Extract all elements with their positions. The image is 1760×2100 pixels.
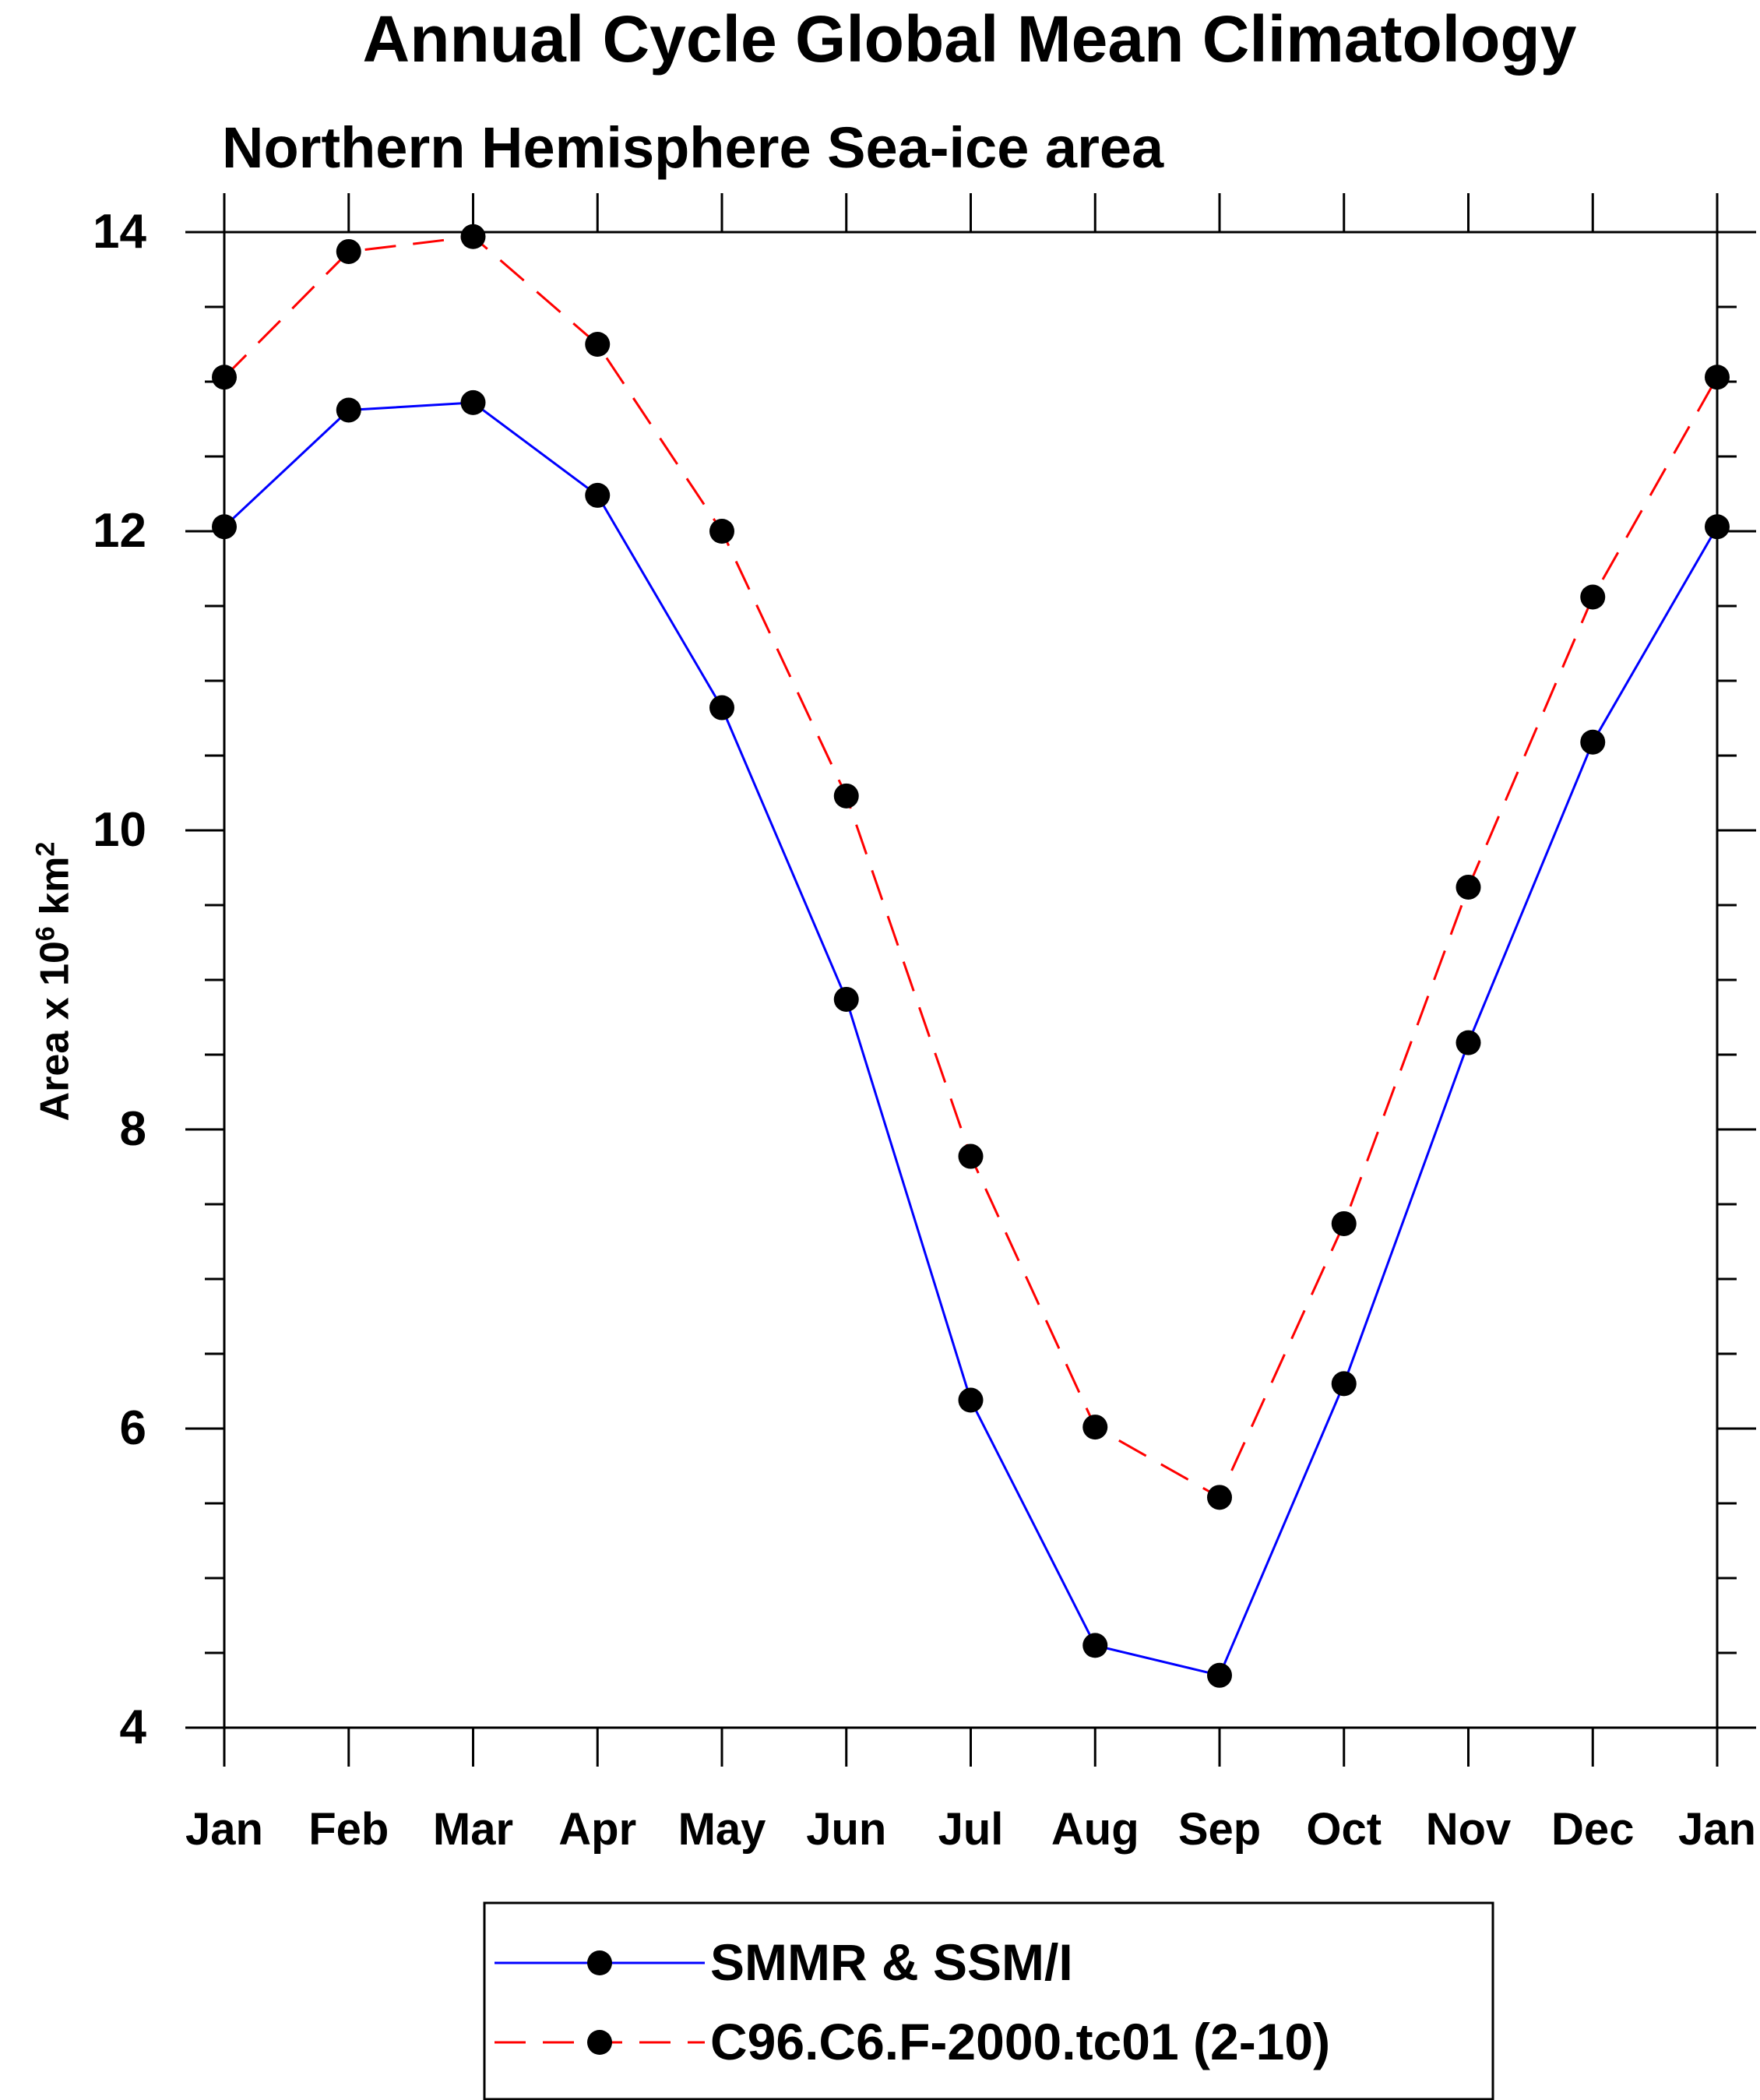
x-tick-label: Dec	[1551, 1804, 1634, 1855]
x-axis-tick-labels: Jan Feb Mar Apr May Jun Jul Aug Sep Oct Nov Dec Jan	[185, 1804, 1756, 1855]
series-2-point	[833, 783, 859, 809]
x-tick-label: Sep	[1178, 1804, 1261, 1855]
legend: SMMR & SSM/I C96.C6.F-2000.tc01 (2-10)	[483, 1901, 1494, 2100]
y-tick-label: 4	[120, 1700, 147, 1754]
series-1-point	[585, 482, 611, 508]
legend-marker-1	[587, 1950, 612, 1975]
legend-label-1: SMMR & SSM/I	[710, 1933, 1073, 1991]
chart-subtitle: Northern Hemisphere Sea-ice area	[222, 115, 1164, 180]
x-tick-label: Jan	[1678, 1804, 1756, 1855]
series-lines	[223, 235, 1719, 1677]
series-2-point	[1082, 1415, 1108, 1440]
x-tick-label: May	[678, 1804, 766, 1855]
series-2-point	[1705, 365, 1730, 390]
x-tick-label: Feb	[308, 1804, 389, 1855]
series-2-point	[1456, 874, 1481, 900]
x-tick-label: Aug	[1051, 1804, 1139, 1855]
series-1-point	[958, 1387, 984, 1413]
y-tick-label: 14	[93, 205, 146, 259]
legend-marker-2	[587, 2030, 612, 2055]
series-points	[212, 224, 1730, 1688]
series-2-point	[709, 519, 734, 544]
series-1-point	[1580, 729, 1606, 755]
series-1-point	[1456, 1030, 1481, 1055]
x-tick-label: Jun	[806, 1804, 886, 1855]
series-line-2	[223, 235, 1719, 1499]
series-1-point	[1705, 514, 1730, 540]
x-tick-label: Jan	[185, 1804, 263, 1855]
series-2-point	[958, 1143, 984, 1169]
series-line-1	[223, 401, 1719, 1677]
series-2-point	[1580, 584, 1606, 610]
series-2-point	[1331, 1210, 1357, 1236]
x-tick-label: Oct	[1306, 1804, 1382, 1855]
y-tick-label: 8	[120, 1102, 146, 1156]
legend-box	[483, 1901, 1494, 2100]
legend-label-2: C96.C6.F-2000.tc01 (2-10)	[710, 2013, 1330, 2070]
series-1-point	[1082, 1633, 1108, 1658]
x-tick-label: Mar	[433, 1804, 513, 1855]
axis-ticks	[185, 193, 1756, 1767]
series-2-point	[460, 224, 486, 249]
series-1-point	[212, 514, 237, 540]
x-tick-label: Jul	[938, 1804, 1004, 1855]
y-tick-label: 10	[93, 803, 146, 857]
series-1-point	[336, 397, 361, 423]
series-2-point	[1207, 1485, 1232, 1510]
y-tick-label: 12	[93, 504, 146, 558]
series-2-point	[585, 332, 611, 357]
x-tick-label: Nov	[1426, 1804, 1512, 1855]
series-1-point	[709, 695, 734, 721]
series-2-point	[336, 238, 361, 264]
y-axis-tick-labels: 4 6 8 10 12 14	[93, 205, 146, 1754]
x-tick-label: Apr	[558, 1804, 636, 1855]
series-1-point	[1207, 1662, 1232, 1688]
series-1-point	[1331, 1371, 1357, 1397]
y-tick-label: 6	[120, 1401, 146, 1455]
series-2-point	[212, 365, 237, 390]
series-1-point	[833, 986, 859, 1012]
series-1-point	[460, 389, 486, 415]
chart-title: Annual Cycle Global Mean Climatology	[362, 2, 1577, 76]
